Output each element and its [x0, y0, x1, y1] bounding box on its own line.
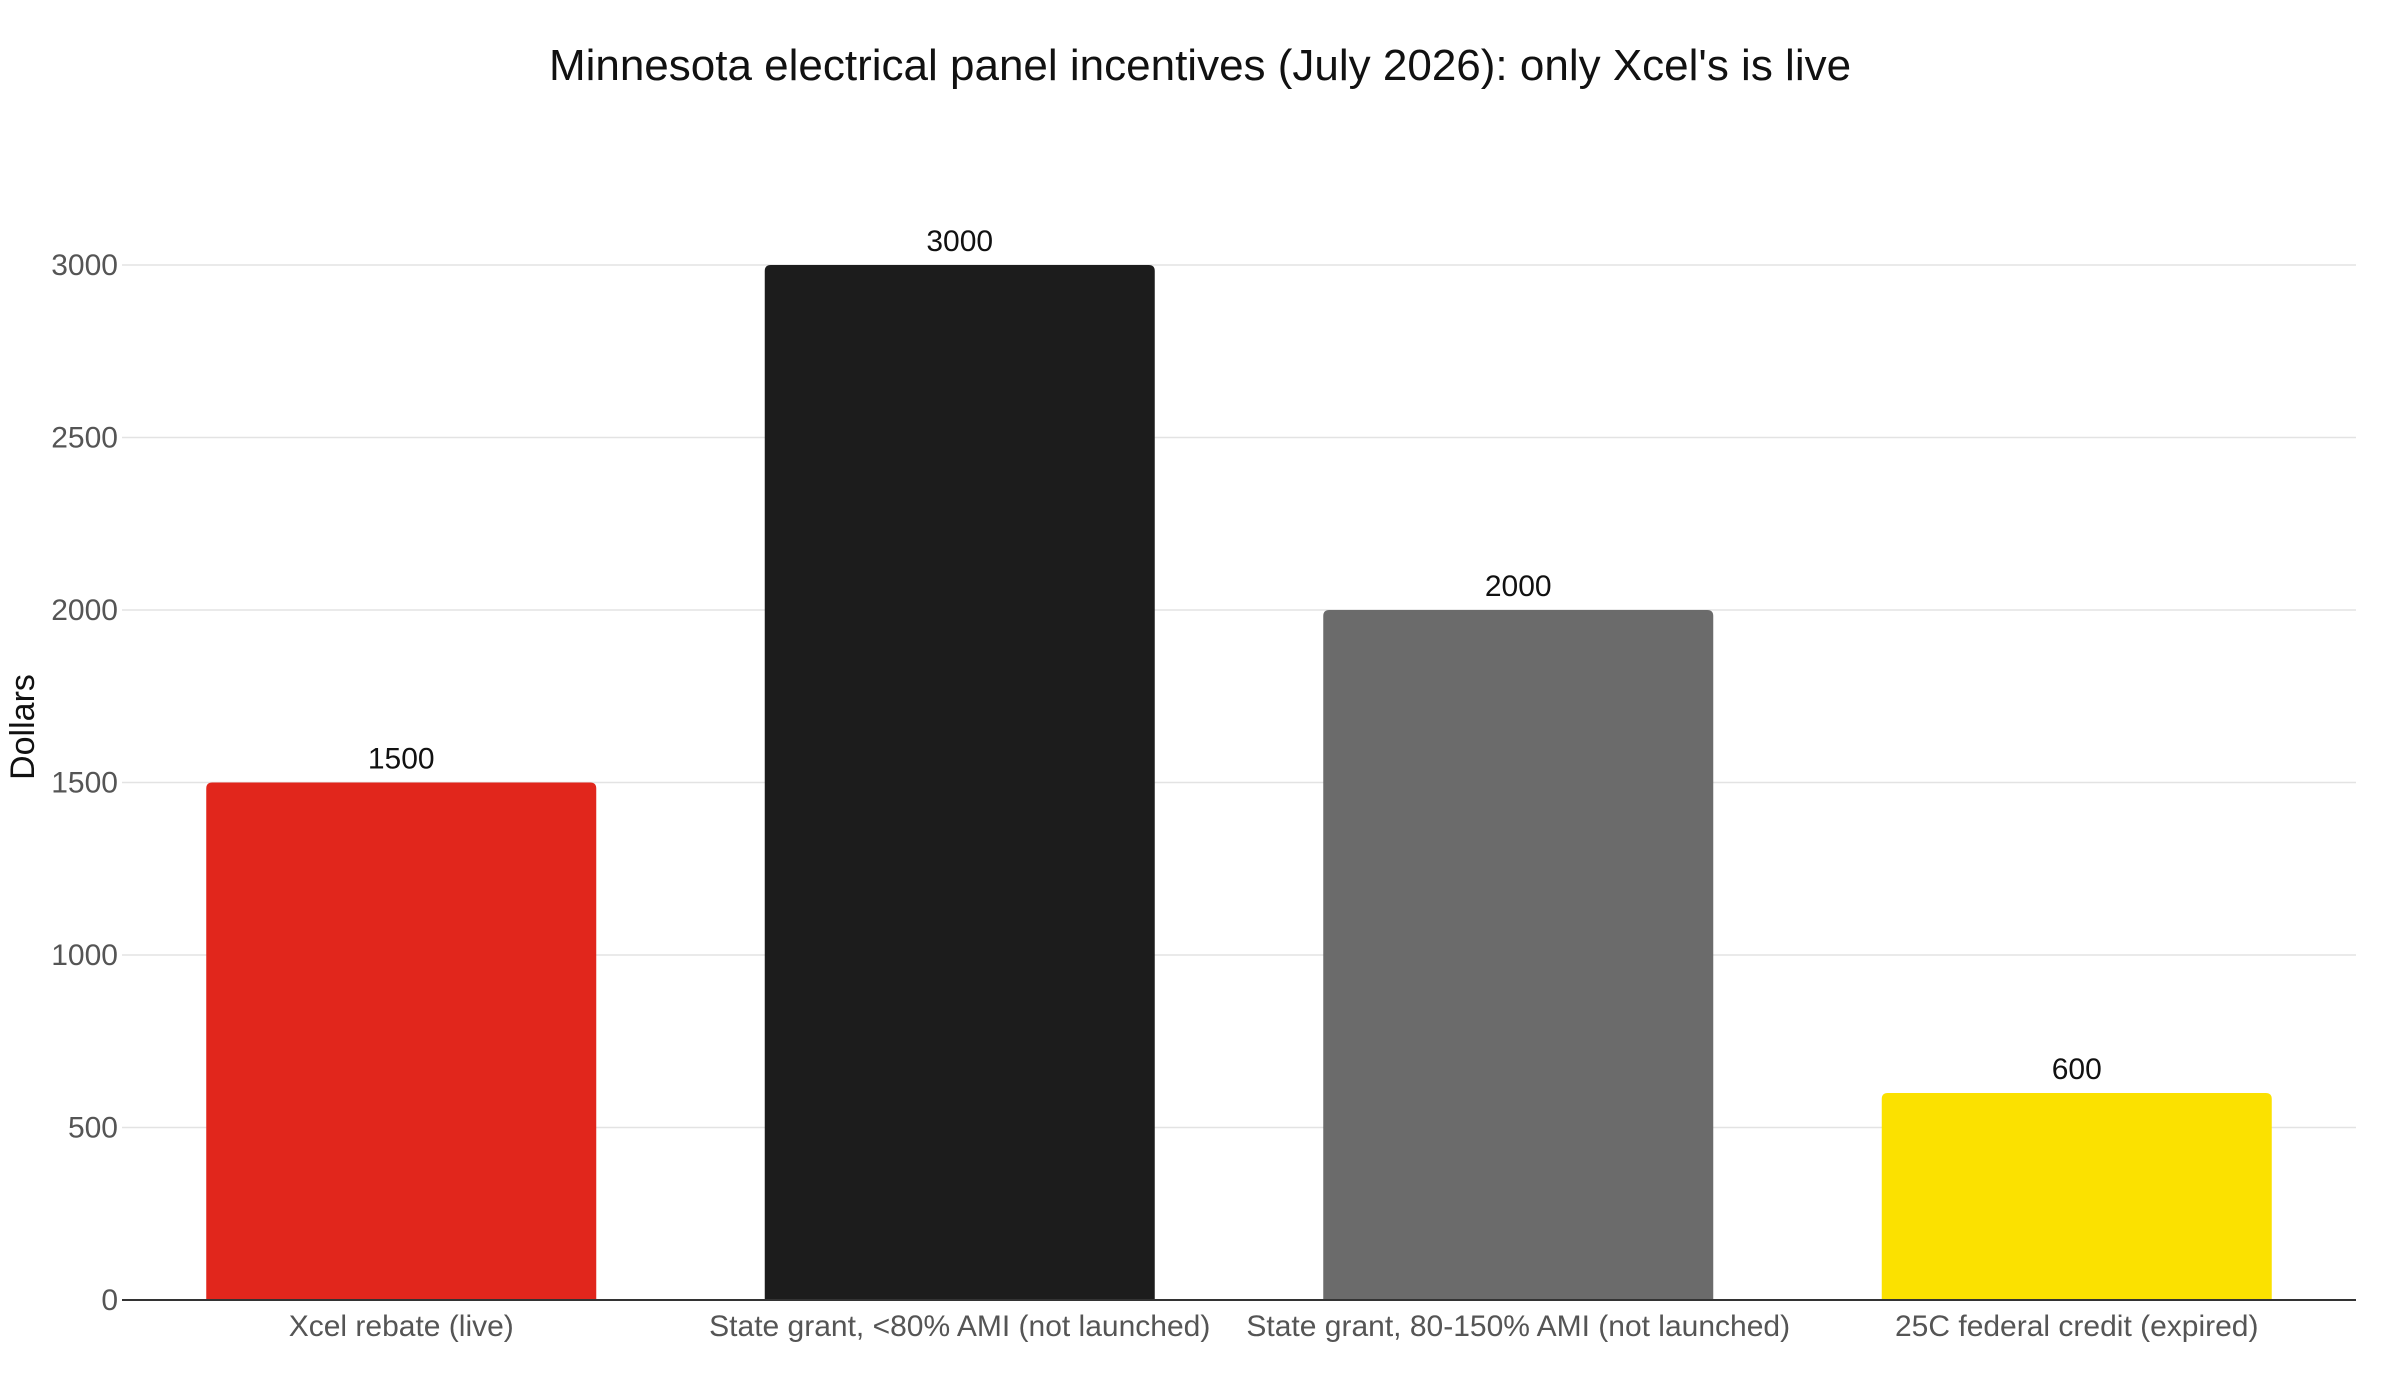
- bar-1: [206, 782, 597, 1300]
- y-tick-label: 1000: [51, 939, 118, 972]
- y-tick-label: 1500: [51, 767, 118, 800]
- bar-value-label: 2000: [1485, 570, 1552, 603]
- x-tick-label: State grant, 80-150% AMI (not launched): [1246, 1310, 1790, 1343]
- data-labels: 1500 3000 2000 600: [368, 225, 2102, 1086]
- y-tick-label: 2500: [51, 422, 118, 455]
- bar-value-label: 3000: [926, 225, 993, 258]
- bar-4: [1881, 1093, 2272, 1300]
- x-tick-label: 25C federal credit (expired): [1895, 1310, 2259, 1343]
- y-tick-label: 0: [101, 1284, 118, 1317]
- bar-3: [1323, 610, 1714, 1300]
- y-tick-label: 500: [68, 1112, 118, 1145]
- x-tick-label: Xcel rebate (live): [289, 1310, 514, 1343]
- bar-value-label: 1500: [368, 743, 435, 776]
- y-axis-title: Dollars: [4, 674, 42, 780]
- y-tick-label: 3000: [51, 249, 118, 282]
- bar-value-label: 600: [2052, 1053, 2102, 1086]
- y-axis-ticks: 0 500 1000 1500 2000 2500 3000: [51, 249, 118, 1317]
- bars: [206, 265, 2272, 1300]
- y-tick-label: 2000: [51, 594, 118, 627]
- x-tick-label: State grant, <80% AMI (not launched): [709, 1310, 1210, 1343]
- x-axis-ticks: Xcel rebate (live) State grant, <80% AMI …: [289, 1310, 2259, 1343]
- chart-title: Minnesota electrical panel incentives (J…: [549, 41, 1851, 90]
- bar-2: [764, 265, 1155, 1300]
